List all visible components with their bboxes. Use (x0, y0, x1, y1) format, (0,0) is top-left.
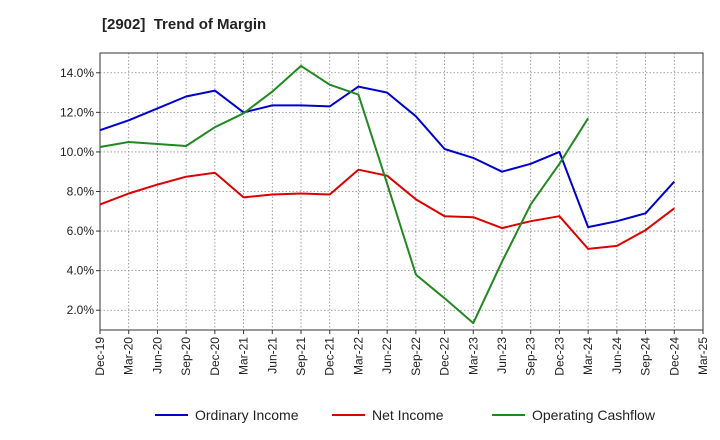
x-tick-label: Sep-22 (409, 337, 423, 376)
y-tick-label: 12.0% (60, 105, 94, 119)
legend: Ordinary Income Net Income Operating Cashf… (155, 407, 656, 423)
series-line-net-income (99, 168, 675, 250)
x-tick-label: Dec-21 (323, 337, 337, 376)
x-tick-label: Dec-20 (208, 337, 222, 376)
x-tick-label: Jun-22 (380, 337, 394, 374)
y-tick-label: 4.0% (67, 264, 95, 278)
x-tick-label: Dec-23 (552, 337, 566, 376)
y-axis: 2.0% 4.0% 6.0% 8.0% 10.0% 12.0% 14.0% (60, 66, 100, 317)
x-axis: Dec-19 Mar-20 Jun-20 Sep-20 Dec-20 Mar-21 Jun-… (93, 330, 710, 376)
x-tick-label: Sep-20 (179, 337, 193, 376)
x-tick-label: Dec-24 (667, 337, 681, 376)
x-tick-label: Sep-21 (294, 337, 308, 376)
x-tick-label: Jun-21 (265, 337, 279, 374)
y-tick-label: 2.0% (67, 303, 95, 317)
x-tick-label: Mar-24 (581, 337, 595, 375)
y-tick-label: 14.0% (60, 66, 94, 80)
series-line-operating-cashflow (99, 64, 589, 325)
x-tick-label: Mar-23 (466, 337, 480, 375)
x-tick-label: Mar-25 (696, 337, 710, 375)
x-tick-label: Sep-23 (524, 337, 538, 376)
chart-title: [2902] Trend of Margin (102, 16, 267, 33)
y-tick-label: 10.0% (60, 145, 94, 159)
x-tick-label: Sep-24 (639, 337, 653, 376)
x-tick-label: Dec-19 (93, 337, 107, 376)
x-tick-label: Jun-20 (150, 337, 164, 374)
x-tick-label: Mar-20 (122, 337, 136, 375)
series-line-ordinary-income (99, 85, 676, 229)
grid-lines (100, 53, 703, 330)
legend-label-ordinary-income: Ordinary Income (195, 407, 299, 423)
x-tick-label: Jun-24 (610, 337, 624, 374)
legend-label-net-income: Net Income (372, 407, 444, 423)
series-lines (99, 64, 676, 325)
x-tick-label: Mar-22 (351, 337, 365, 375)
y-tick-label: 8.0% (67, 185, 95, 199)
y-tick-label: 6.0% (67, 224, 95, 238)
legend-label-operating-cashflow: Operating Cashflow (532, 407, 656, 423)
x-tick-label: Mar-21 (237, 337, 251, 375)
x-tick-label: Dec-22 (438, 337, 452, 376)
x-tick-label: Jun-23 (495, 337, 509, 374)
